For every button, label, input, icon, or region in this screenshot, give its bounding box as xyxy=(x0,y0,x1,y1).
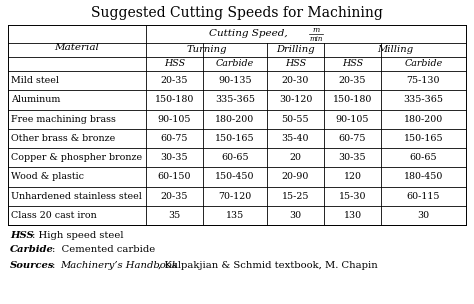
Text: 135: 135 xyxy=(226,211,244,220)
Text: :: : xyxy=(52,261,62,270)
Text: 15-30: 15-30 xyxy=(339,192,366,201)
Text: 150-180: 150-180 xyxy=(155,95,194,104)
Text: 60-75: 60-75 xyxy=(161,134,188,143)
Text: Suggested Cutting Speeds for Machining: Suggested Cutting Speeds for Machining xyxy=(91,6,383,20)
Text: 150-165: 150-165 xyxy=(404,134,443,143)
Text: 60-75: 60-75 xyxy=(339,134,366,143)
Text: HSS: HSS xyxy=(10,230,34,240)
Text: 180-200: 180-200 xyxy=(404,115,443,124)
Text: 30: 30 xyxy=(290,211,301,220)
Text: 20-90: 20-90 xyxy=(282,172,309,181)
Text: , Kalpakjian & Schmid textbook, M. Chapin: , Kalpakjian & Schmid textbook, M. Chapi… xyxy=(158,261,378,270)
Text: 90-135: 90-135 xyxy=(218,76,252,85)
Text: Carbide: Carbide xyxy=(404,60,443,68)
Text: Mild steel: Mild steel xyxy=(11,76,59,85)
Text: 20: 20 xyxy=(290,153,301,162)
Text: 60-115: 60-115 xyxy=(407,192,440,201)
Text: 15-25: 15-25 xyxy=(282,192,309,201)
Text: 335-365: 335-365 xyxy=(215,95,255,104)
Text: Other brass & bronze: Other brass & bronze xyxy=(11,134,115,143)
Text: HSS: HSS xyxy=(342,60,363,68)
Text: 60-65: 60-65 xyxy=(221,153,249,162)
Text: 60-150: 60-150 xyxy=(158,172,191,181)
Text: HSS: HSS xyxy=(285,60,306,68)
Text: 20-35: 20-35 xyxy=(339,76,366,85)
Text: 30: 30 xyxy=(418,211,429,220)
Text: 130: 130 xyxy=(344,211,362,220)
Text: 120: 120 xyxy=(344,172,362,181)
Text: Milling: Milling xyxy=(377,46,413,54)
Text: Cutting Speed,: Cutting Speed, xyxy=(210,29,288,39)
Text: 30-35: 30-35 xyxy=(339,153,366,162)
Text: Material: Material xyxy=(55,43,100,53)
Text: 50-55: 50-55 xyxy=(282,115,310,124)
Text: HSS: HSS xyxy=(164,60,185,68)
Text: 60-65: 60-65 xyxy=(410,153,438,162)
Text: Machinery’s Handbook: Machinery’s Handbook xyxy=(60,261,178,270)
Text: Copper & phospher bronze: Copper & phospher bronze xyxy=(11,153,142,162)
Text: 30-35: 30-35 xyxy=(161,153,188,162)
Text: 150-450: 150-450 xyxy=(215,172,255,181)
Text: 180-450: 180-450 xyxy=(404,172,443,181)
Text: Drilling: Drilling xyxy=(276,46,315,54)
Text: 150-165: 150-165 xyxy=(215,134,255,143)
Text: Turning: Turning xyxy=(186,46,227,54)
Text: 30-120: 30-120 xyxy=(279,95,312,104)
Text: min: min xyxy=(310,35,323,43)
Text: 180-200: 180-200 xyxy=(215,115,255,124)
Text: 20-35: 20-35 xyxy=(161,192,188,201)
Text: Aluminum: Aluminum xyxy=(11,95,60,104)
Text: 35-40: 35-40 xyxy=(282,134,309,143)
Text: 20-35: 20-35 xyxy=(161,76,188,85)
Text: Carbide: Carbide xyxy=(216,60,254,68)
Text: 90-105: 90-105 xyxy=(158,115,191,124)
Text: m: m xyxy=(312,26,319,34)
Text: 150-180: 150-180 xyxy=(333,95,372,104)
Text: 90-105: 90-105 xyxy=(336,115,369,124)
Text: Class 20 cast iron: Class 20 cast iron xyxy=(11,211,97,220)
Text: 335-365: 335-365 xyxy=(403,95,444,104)
Text: 70-120: 70-120 xyxy=(219,192,252,201)
Text: Sources: Sources xyxy=(10,261,55,270)
Text: : High speed steel: : High speed steel xyxy=(32,230,124,240)
Text: Wood & plastic: Wood & plastic xyxy=(11,172,84,181)
Text: Carbide: Carbide xyxy=(10,246,54,254)
Text: Free machining brass: Free machining brass xyxy=(11,115,116,124)
Text: 35: 35 xyxy=(168,211,181,220)
Text: 75-130: 75-130 xyxy=(407,76,440,85)
Text: Unhardened stainless steel: Unhardened stainless steel xyxy=(11,192,142,201)
Text: :  Cemented carbide: : Cemented carbide xyxy=(52,246,155,254)
Text: 20-30: 20-30 xyxy=(282,76,309,85)
